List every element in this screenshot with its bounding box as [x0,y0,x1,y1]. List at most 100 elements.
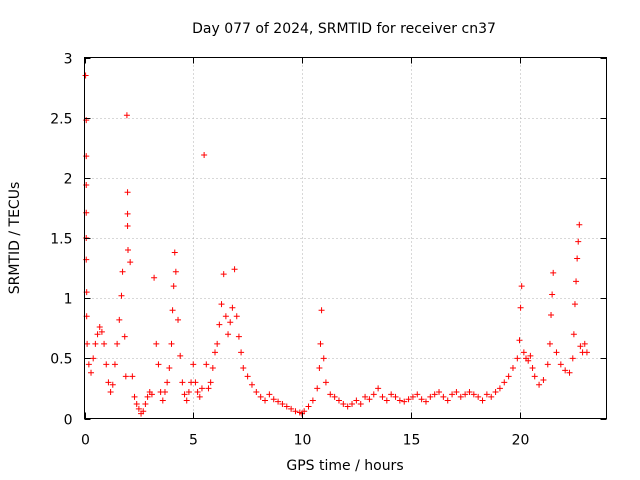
data-point [233,313,240,320]
x-tick-label: 5 [189,433,198,449]
data-point [318,307,325,314]
data-point [392,393,399,400]
data-point [544,361,551,368]
data-point [179,379,186,386]
data-point [119,268,126,275]
data-point [225,331,232,338]
data-point [201,151,208,158]
data-point [470,391,477,398]
data-point [248,381,255,388]
data-point [275,398,282,405]
data-point [457,393,464,400]
y-tick-label: 1.5 [50,232,72,248]
data-point [101,340,108,347]
data-point [161,389,168,396]
data-point [124,189,131,196]
data-point [362,393,369,400]
data-point [121,333,128,340]
data-point [292,408,299,415]
data-point [140,408,147,415]
data-point [88,369,95,376]
data-point [148,391,155,398]
data-point [183,397,190,404]
data-point [517,304,524,311]
data-point [164,379,171,386]
data-point [90,355,97,362]
data-point [107,389,114,396]
grid [84,57,607,419]
data-point [540,376,547,383]
data-point [514,355,521,362]
data-point [172,268,179,275]
data-point [409,393,416,400]
data-points [82,72,590,417]
data-point [449,391,456,398]
data-point [546,340,553,347]
data-point [418,396,425,403]
data-point [122,373,129,380]
data-point [320,355,327,362]
data-point [520,349,527,356]
data-point [135,405,142,412]
data-point [305,403,312,410]
data-point [301,408,308,415]
data-point [181,391,188,398]
y-tick-label: 2.5 [50,112,72,128]
data-point [453,389,460,396]
y-tick-label: 0.5 [50,352,72,368]
data-point [531,373,538,380]
data-point [557,361,564,368]
data-point [370,391,377,398]
data-point [353,397,360,404]
data-point [214,340,221,347]
data-point [570,331,577,338]
data-point [151,274,158,281]
data-point [123,112,130,119]
data-point [529,364,536,371]
data-point [388,391,395,398]
data-point [105,379,112,386]
data-point [185,389,192,396]
data-point [198,385,205,392]
data-point [505,373,512,380]
data-point [238,349,245,356]
data-point [231,266,238,273]
data-point [483,391,490,398]
data-point [129,373,136,380]
data-point [501,379,508,386]
data-point [401,398,408,405]
chart-title: Day 077 of 2024, SRMTID for receiver cn3… [192,21,496,37]
data-point [396,397,403,404]
data-point [322,379,329,386]
data-point [574,255,581,262]
y-tick-label: 3 [64,52,73,68]
data-point [444,397,451,404]
data-point [316,364,323,371]
data-point [331,393,338,400]
data-point [509,364,516,371]
data-point [125,247,131,254]
data-point [144,393,151,400]
data-point [375,385,382,392]
data-point [466,389,473,396]
data-point [168,340,175,347]
data-point [431,391,438,398]
data-point [317,340,324,347]
data-point [155,361,162,368]
data-point [577,343,584,350]
data-point [536,381,543,388]
data-point [550,269,557,276]
data-point [440,393,447,400]
data-point [309,397,316,404]
data-point [133,401,140,408]
data-point [169,307,176,314]
data-point [170,283,177,290]
y-tick-label: 0 [64,413,73,429]
data-point [220,271,227,278]
data-point [109,381,116,388]
data-point [575,238,582,245]
data-point [203,361,210,368]
data-point [190,361,197,368]
data-point [222,313,229,320]
data-point [85,361,92,368]
